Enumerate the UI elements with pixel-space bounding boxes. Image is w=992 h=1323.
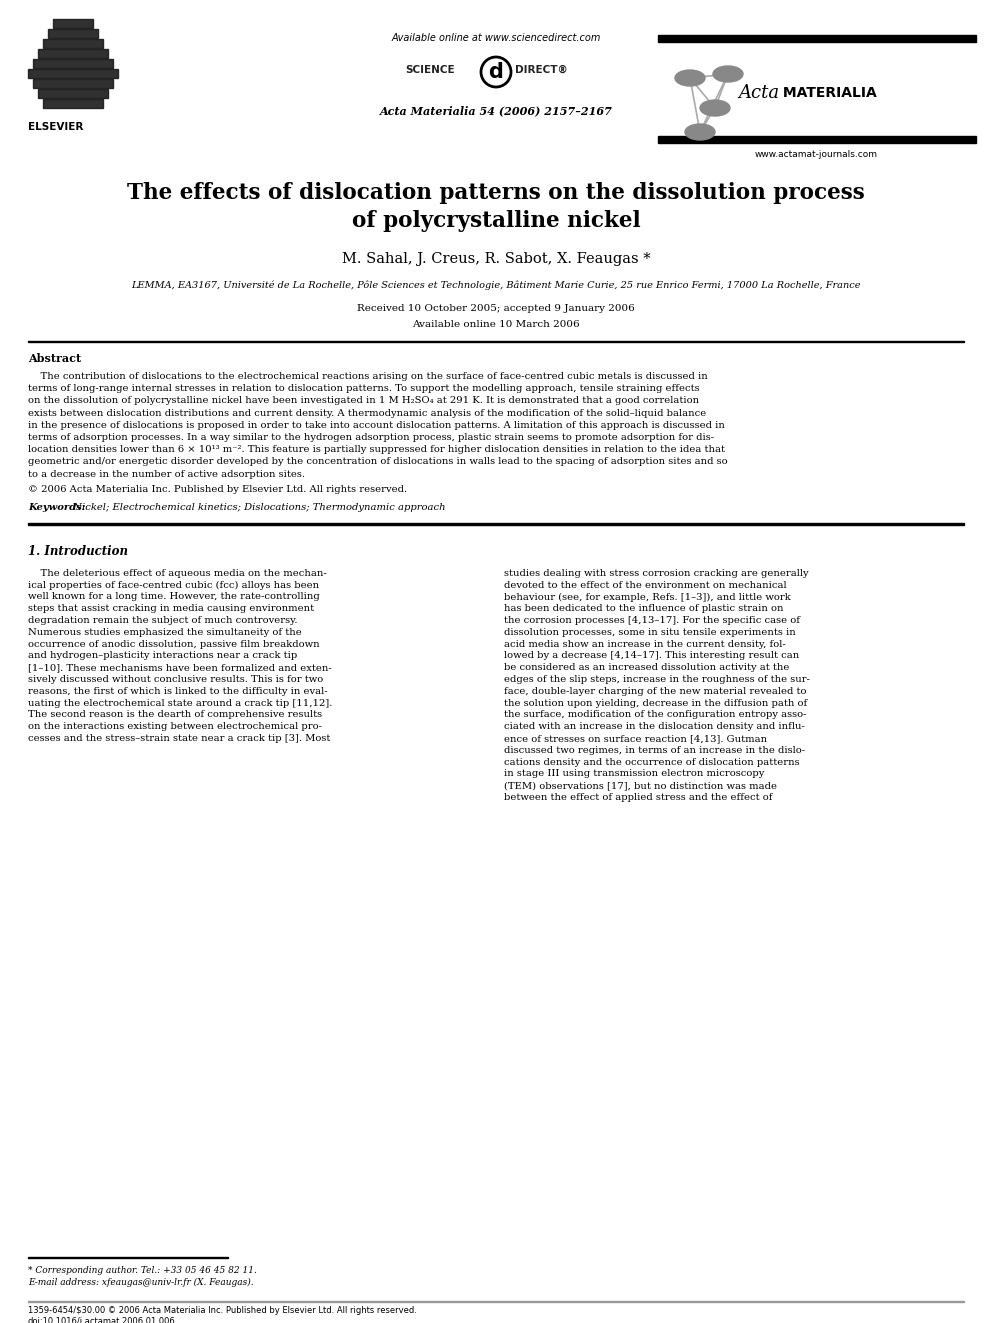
Text: lowed by a decrease [4,14–17]. This interesting result can: lowed by a decrease [4,14–17]. This inte… [504, 651, 800, 660]
Text: E-mail address: xfeaugas@univ-lr.fr (X. Feaugas).: E-mail address: xfeaugas@univ-lr.fr (X. … [28, 1278, 254, 1287]
Bar [53, 19, 93, 28]
Text: The deleterious effect of aqueous media on the mechan-: The deleterious effect of aqueous media … [28, 569, 326, 578]
Text: in the presence of dislocations is proposed in order to take into account disloc: in the presence of dislocations is propo… [28, 421, 725, 430]
Text: and hydrogen–plasticity interactions near a crack tip: and hydrogen–plasticity interactions nea… [28, 651, 298, 660]
Text: (TEM) observations [17], but no distinction was made: (TEM) observations [17], but no distinct… [504, 781, 777, 790]
Text: cations density and the occurrence of dislocation patterns: cations density and the occurrence of di… [504, 758, 800, 766]
Bar [28, 340, 964, 343]
Text: occurrence of anodic dissolution, passive film breakdown: occurrence of anodic dissolution, passiv… [28, 639, 319, 648]
Text: in stage III using transmission electron microscopy: in stage III using transmission electron… [504, 770, 765, 778]
Text: d: d [489, 62, 503, 82]
Text: studies dealing with stress corrosion cracking are generally: studies dealing with stress corrosion cr… [504, 569, 808, 578]
Text: discussed two regimes, in terms of an increase in the dislo-: discussed two regimes, in terms of an in… [504, 746, 806, 755]
Text: reasons, the first of which is linked to the difficulty in eval-: reasons, the first of which is linked to… [28, 687, 327, 696]
Bar [38, 89, 108, 98]
Text: * Corresponding author. Tel.: +33 05 46 45 82 11.: * Corresponding author. Tel.: +33 05 46 … [28, 1266, 257, 1275]
Text: to a decrease in the number of active adsorption sites.: to a decrease in the number of active ad… [28, 470, 305, 479]
Text: terms of adsorption processes. In a way similar to the hydrogen adsorption proce: terms of adsorption processes. In a way … [28, 433, 714, 442]
Text: Keywords:: Keywords: [28, 503, 85, 512]
Text: exists between dislocation distributions and current density. A thermodynamic an: exists between dislocation distributions… [28, 409, 706, 418]
Text: uating the electrochemical state around a crack tip [11,12].: uating the electrochemical state around … [28, 699, 332, 708]
Text: dissolution processes, some in situ tensile experiments in: dissolution processes, some in situ tens… [504, 628, 796, 636]
Text: The second reason is the dearth of comprehensive results: The second reason is the dearth of compr… [28, 710, 322, 720]
Text: 1359-6454/$30.00 © 2006 Acta Materialia Inc. Published by Elsevier Ltd. All righ: 1359-6454/$30.00 © 2006 Acta Materialia … [28, 1306, 417, 1315]
Bar [33, 60, 113, 67]
Text: 1. Introduction: 1. Introduction [28, 545, 128, 558]
Bar [658, 136, 976, 143]
Bar [28, 69, 118, 78]
Bar [28, 524, 964, 525]
Text: Available online 10 March 2006: Available online 10 March 2006 [413, 320, 579, 329]
Text: Available online at www.sciencedirect.com: Available online at www.sciencedirect.co… [391, 33, 601, 44]
Text: M. Sahal, J. Creus, R. Sabot, X. Feaugas *: M. Sahal, J. Creus, R. Sabot, X. Feaugas… [341, 251, 651, 266]
Text: edges of the slip steps, increase in the roughness of the sur-: edges of the slip steps, increase in the… [504, 675, 810, 684]
Text: Nickel; Electrochemical kinetics; Dislocations; Thermodynamic approach: Nickel; Electrochemical kinetics; Disloc… [67, 503, 445, 512]
Text: degradation remain the subject of much controversy.: degradation remain the subject of much c… [28, 617, 298, 624]
Text: the surface, modification of the configuration entropy asso-: the surface, modification of the configu… [504, 710, 806, 720]
Text: the corrosion processes [4,13–17]. For the specific case of: the corrosion processes [4,13–17]. For t… [504, 617, 800, 624]
Ellipse shape [675, 70, 705, 86]
Ellipse shape [700, 101, 730, 116]
Text: SCIENCE: SCIENCE [406, 65, 455, 75]
Text: between the effect of applied stress and the effect of: between the effect of applied stress and… [504, 792, 773, 802]
Text: steps that assist cracking in media causing environment: steps that assist cracking in media caus… [28, 605, 314, 613]
Text: Received 10 October 2005; accepted 9 January 2006: Received 10 October 2005; accepted 9 Jan… [357, 304, 635, 314]
Text: of polycrystalline nickel: of polycrystalline nickel [352, 210, 640, 232]
Text: well known for a long time. However, the rate-controlling: well known for a long time. However, the… [28, 593, 319, 602]
Text: DIRECT®: DIRECT® [515, 65, 567, 75]
Text: Abstract: Abstract [28, 353, 81, 364]
Text: ciated with an increase in the dislocation density and influ-: ciated with an increase in the dislocati… [504, 722, 805, 732]
Text: The effects of dislocation patterns on the dissolution process: The effects of dislocation patterns on t… [127, 183, 865, 204]
Bar [658, 34, 976, 42]
Text: © 2006 Acta Materialia Inc. Published by Elsevier Ltd. All rights reserved.: © 2006 Acta Materialia Inc. Published by… [28, 484, 407, 493]
Text: cesses and the stress–strain state near a crack tip [3]. Most: cesses and the stress–strain state near … [28, 734, 330, 744]
Ellipse shape [685, 124, 715, 140]
Ellipse shape [713, 66, 743, 82]
Text: Acta Materialia 54 (2006) 2157–2167: Acta Materialia 54 (2006) 2157–2167 [380, 105, 612, 116]
Text: on the dissolution of polycrystalline nickel have been investigated in 1 M H₂SO₄: on the dissolution of polycrystalline ni… [28, 397, 699, 405]
Text: geometric and/or energetic disorder developed by the concentration of dislocatio: geometric and/or energetic disorder deve… [28, 458, 727, 467]
Text: devoted to the effect of the environment on mechanical: devoted to the effect of the environment… [504, 581, 787, 590]
Bar [33, 79, 113, 89]
Text: face, double-layer charging of the new material revealed to: face, double-layer charging of the new m… [504, 687, 806, 696]
Text: behaviour (see, for example, Refs. [1–3]), and little work: behaviour (see, for example, Refs. [1–3]… [504, 593, 791, 602]
Text: doi:10.1016/j.actamat.2006.01.006: doi:10.1016/j.actamat.2006.01.006 [28, 1316, 176, 1323]
Text: [1–10]. These mechanisms have been formalized and exten-: [1–10]. These mechanisms have been forma… [28, 663, 331, 672]
Text: acid media show an increase in the current density, fol-: acid media show an increase in the curre… [504, 639, 786, 648]
Text: the solution upon yielding, decrease in the diffusion path of: the solution upon yielding, decrease in … [504, 699, 807, 708]
Text: Acta: Acta [738, 83, 779, 102]
Text: be considered as an increased dissolution activity at the: be considered as an increased dissolutio… [504, 663, 790, 672]
Text: terms of long-range internal stresses in relation to dislocation patterns. To su: terms of long-range internal stresses in… [28, 384, 699, 393]
Text: on the interactions existing between electrochemical pro-: on the interactions existing between ele… [28, 722, 322, 732]
Bar [43, 38, 103, 48]
Text: LEMMA, EA3167, Université de La Rochelle, Pôle Sciences et Technologie, Bâtiment: LEMMA, EA3167, Université de La Rochelle… [131, 280, 861, 290]
Text: location densities lower than 6 × 10¹³ m⁻². This feature is partially suppressed: location densities lower than 6 × 10¹³ m… [28, 446, 725, 454]
Text: has been dedicated to the influence of plastic strain on: has been dedicated to the influence of p… [504, 605, 784, 613]
Text: www.actamat-journals.com: www.actamat-journals.com [755, 149, 878, 159]
Bar [43, 99, 103, 108]
Text: ence of stresses on surface reaction [4,13]. Gutman: ence of stresses on surface reaction [4,… [504, 734, 767, 744]
Text: Numerous studies emphasized the simultaneity of the: Numerous studies emphasized the simultan… [28, 628, 302, 636]
Text: ELSEVIER: ELSEVIER [28, 122, 83, 132]
Text: sively discussed without conclusive results. This is for two: sively discussed without conclusive resu… [28, 675, 323, 684]
Bar [38, 49, 108, 58]
Bar [48, 29, 98, 38]
Text: MATERIALIA: MATERIALIA [778, 86, 877, 101]
Text: ical properties of face-centred cubic (fcc) alloys has been: ical properties of face-centred cubic (f… [28, 581, 319, 590]
Text: The contribution of dislocations to the electrochemical reactions arising on the: The contribution of dislocations to the … [28, 372, 707, 381]
